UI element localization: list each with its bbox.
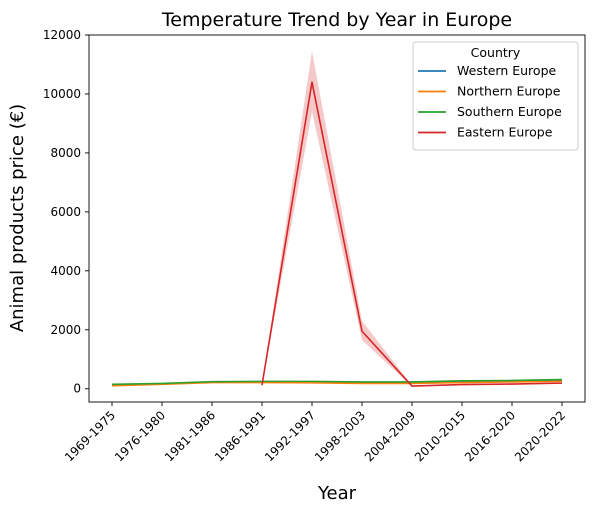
x-tick-label: 2004-2009	[362, 408, 418, 464]
y-tick-label: 0	[73, 382, 81, 396]
y-tick-label: 4000	[50, 264, 81, 278]
x-tick-label: 1992-1997	[262, 408, 318, 464]
y-tick-label: 6000	[50, 205, 81, 219]
series-southern-europe-line	[111, 378, 563, 386]
x-tick-label: 2010-2015	[412, 408, 468, 464]
chart-title: Temperature Trend by Year in Europe	[161, 9, 512, 31]
x-tick-label: 2020-2022	[512, 408, 568, 464]
legend-entry: Western Europe	[457, 63, 557, 78]
axes-frame	[88, 34, 586, 403]
legend: Country Western Europe Northern Europe Sout…	[412, 41, 579, 151]
x-axis-label: Year	[317, 483, 357, 504]
legend-entry: Southern Europe	[457, 104, 562, 119]
series-eastern-europe-line	[261, 81, 563, 387]
legend-box	[412, 41, 579, 151]
x-tick-label: 1969-1975	[62, 408, 118, 464]
legend-entry: Eastern Europe	[457, 125, 553, 140]
x-tick-label: 1981-1986	[162, 408, 218, 464]
series-northern-europe-line	[111, 380, 563, 387]
y-tick-label: 8000	[50, 146, 81, 160]
x-tick-label: 2016-2020	[462, 408, 518, 464]
x-tick-label: 1976-1980	[112, 408, 168, 464]
legend-title: Country	[471, 45, 521, 60]
x-tick-label: 1986-1991	[212, 408, 268, 464]
y-tick-label: 12000	[43, 28, 81, 42]
y-axis-label: Animal products price (€)	[7, 104, 28, 332]
x-tick-label: 1998-2003	[312, 408, 368, 464]
y-tick-label: 2000	[50, 323, 81, 337]
legend-entry: Northern Europe	[457, 84, 561, 99]
y-tick-label: 10000	[43, 87, 81, 101]
